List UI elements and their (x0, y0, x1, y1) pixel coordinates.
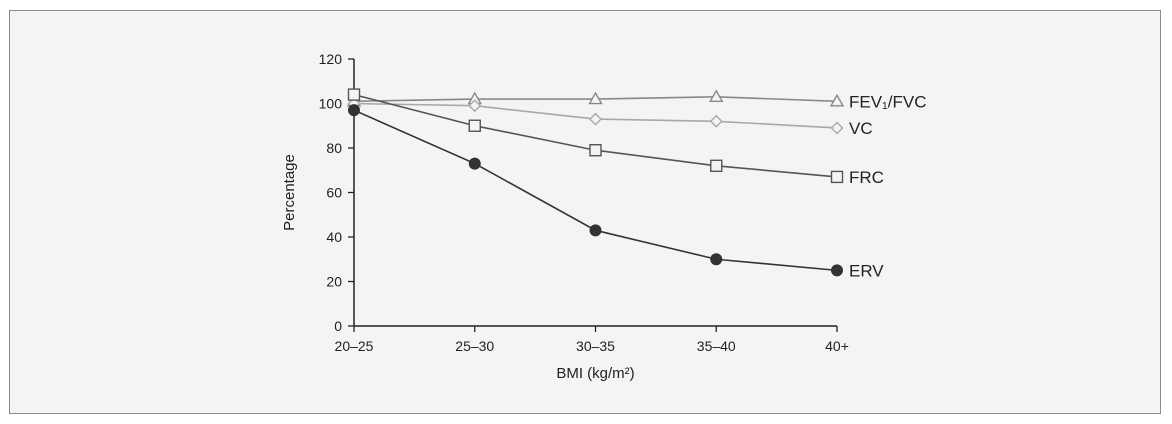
series-erv-line (353, 109, 838, 272)
series-vc-point (709, 114, 723, 128)
series-erv-point (831, 264, 843, 277)
x-tick-label: 20–25 (335, 338, 374, 354)
series-vc-label: VC (849, 119, 873, 138)
series-erv (348, 104, 843, 277)
axes: 0 20 40 60 80 100 120 20–25 25–30 30–35 35–40 40+ (319, 51, 849, 354)
y-tick-label: 100 (319, 96, 343, 112)
series-vc-point (468, 99, 482, 113)
series-erv-point (468, 157, 481, 170)
y-tick-label: 40 (326, 229, 342, 245)
series-vc-point (830, 121, 844, 135)
y-tick-label: 20 (326, 274, 342, 290)
series-frc-point (468, 119, 481, 132)
x-tick-label: 35–40 (697, 338, 736, 354)
series-fev-fvc-label: FEV₁/FVC (849, 92, 927, 111)
y-tick-label: 80 (326, 140, 342, 156)
series-erv-point (710, 253, 723, 266)
series-frc-point (830, 170, 844, 184)
series-vc-point (589, 112, 602, 126)
line-chart: 0 20 40 60 80 100 120 20–25 25–30 30–35 35–40 40+ F… (281, 51, 927, 382)
series-erv-label: ERV (849, 261, 884, 280)
series-frc-line (353, 93, 838, 178)
y-tick-label: 0 (334, 318, 342, 334)
y-axis-title: Percentage (281, 154, 298, 231)
series-erv-point (348, 104, 360, 117)
series-frc-point (589, 144, 602, 157)
x-tick-label: 30–35 (576, 338, 615, 354)
x-tick-label: 25–30 (455, 338, 494, 354)
series-erv-point (589, 224, 602, 237)
series-fev-fvc-point (829, 93, 845, 107)
series-fev-fvc-point (588, 91, 603, 105)
y-tick-label: 120 (319, 51, 343, 67)
series-frc-label: FRC (849, 168, 884, 187)
figure-frame: 0 20 40 60 80 100 120 20–25 25–30 30–35 35–40 40+ F… (9, 10, 1161, 414)
series-frc (347, 88, 844, 184)
x-tick-label: 40+ (825, 338, 849, 354)
y-tick-label: 60 (326, 185, 342, 201)
series-fev-fvc (346, 89, 845, 107)
series-frc-point (347, 88, 361, 101)
labels-layer: FEV₁/FVC VC FRC ERV (849, 92, 927, 280)
series-layer (346, 88, 845, 277)
series-frc-point (710, 159, 723, 173)
x-axis-title: BMI (kg/m²) (556, 365, 634, 382)
series-fev-fvc-point (709, 89, 724, 103)
